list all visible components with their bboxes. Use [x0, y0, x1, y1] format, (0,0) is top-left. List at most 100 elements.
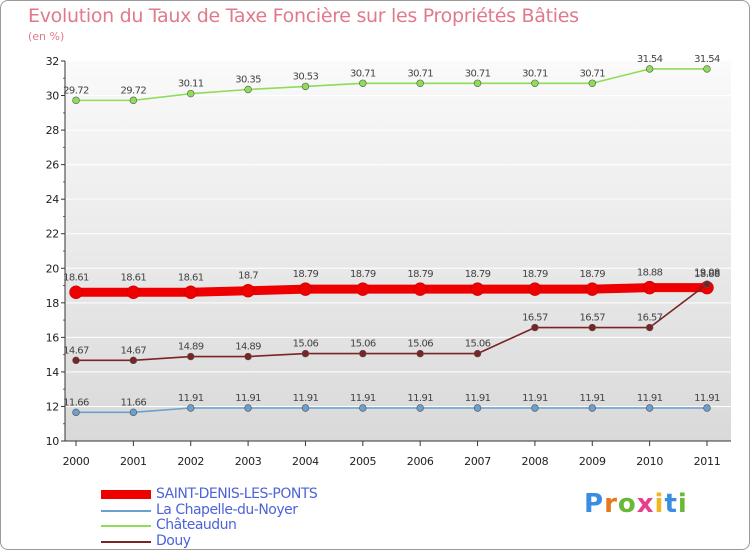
data-label: 11.91: [407, 393, 433, 404]
data-point: [244, 404, 252, 412]
data-point: [301, 82, 310, 91]
data-point: [129, 408, 138, 417]
data-label: 11.66: [121, 397, 147, 408]
data-point: [588, 404, 596, 412]
data-point: [129, 356, 138, 365]
data-point: [416, 79, 424, 87]
data-label: 16.57: [579, 313, 605, 324]
data-label: 14.67: [63, 345, 89, 356]
data-point: [359, 79, 367, 87]
chart-title: Evolution du Taux de Taxe Foncière sur l…: [28, 5, 579, 27]
data-label: 11.91: [293, 393, 319, 404]
data-label: 30.35: [235, 75, 261, 86]
data-point: [241, 283, 255, 298]
data-point: [359, 349, 367, 358]
data-point: [187, 89, 195, 98]
data-point: [703, 404, 711, 412]
data-label: 30.11: [178, 79, 204, 90]
x-tick-label: 2007: [464, 455, 491, 468]
data-label: 31.54: [694, 54, 720, 65]
data-label: 15.06: [465, 339, 491, 350]
data-label: 30.71: [465, 68, 491, 79]
data-point: [187, 352, 195, 361]
data-point: [642, 280, 657, 295]
data-point: [531, 323, 539, 332]
proxiti-logo: Proxiti: [584, 489, 688, 519]
x-tick-label: 2000: [63, 455, 90, 468]
data-label: 18.79: [293, 269, 319, 280]
data-label: 29.72: [63, 85, 89, 96]
data-point: [473, 79, 482, 87]
data-point: [126, 285, 141, 300]
data-point: [244, 85, 252, 94]
data-point: [129, 96, 138, 105]
data-label: 18.61: [178, 272, 204, 283]
data-label: 18.79: [579, 269, 605, 280]
x-tick-label: 2011: [694, 455, 721, 468]
data-label: 11.91: [694, 393, 720, 404]
series-line: [75, 283, 708, 362]
data-point: [187, 404, 195, 412]
y-tick-label: 16: [46, 331, 60, 344]
legend-label: Douy: [156, 532, 191, 549]
x-tick-label: 2009: [579, 455, 606, 468]
data-label: 29.72: [121, 85, 147, 96]
y-tick-label: 24: [46, 193, 60, 206]
series-line: [75, 68, 708, 102]
data-label: 18.88: [637, 268, 663, 279]
data-label: 30.53: [293, 71, 319, 82]
legend-label: Châteaudun: [156, 517, 237, 533]
data-point: [531, 79, 539, 87]
data-label: 31.54: [637, 54, 663, 65]
data-point: [473, 404, 482, 412]
data-label: 14.89: [178, 342, 204, 353]
x-tick-label: 2001: [120, 455, 147, 468]
data-point: [703, 65, 711, 73]
x-tick-label: 2010: [636, 455, 663, 468]
data-label: 19.08: [694, 268, 720, 279]
x-tick-label: 2003: [235, 455, 262, 468]
y-tick-label: 32: [46, 55, 59, 68]
data-point: [416, 404, 424, 412]
data-label: 11.91: [579, 393, 605, 404]
data-point: [470, 282, 485, 296]
y-tick-label: 20: [46, 262, 60, 275]
legend-swatch: [101, 509, 151, 512]
logo-letter: x: [636, 489, 655, 519]
data-point: [473, 349, 482, 358]
data-label: 11.91: [178, 393, 204, 404]
data-label: 11.66: [63, 397, 89, 408]
data-label: 16.57: [522, 313, 548, 324]
data-point: [72, 96, 80, 105]
y-tick-label: 28: [46, 124, 60, 137]
data-label: 18.79: [350, 269, 376, 280]
logo-letter: i: [654, 489, 665, 519]
legend-swatch: [101, 525, 151, 527]
data-label: 18.88: [694, 269, 720, 280]
data-label: 11.91: [637, 393, 663, 404]
data-label: 11.91: [465, 393, 491, 404]
logo-letter: i: [677, 489, 688, 519]
legend-label: SAINT-DENIS-LES-PONTS: [156, 486, 318, 502]
data-point: [645, 323, 654, 332]
logo-letter: r: [604, 489, 618, 519]
legend-label: La Chapelle-du-Noyer: [156, 501, 298, 518]
data-point: [703, 280, 711, 288]
data-point: [356, 282, 370, 296]
data-point: [301, 404, 310, 412]
data-label: 18.79: [407, 269, 433, 280]
x-tick-label: 2004: [292, 455, 319, 468]
data-label: 14.67: [121, 345, 147, 356]
data-label: 15.06: [293, 339, 319, 350]
data-label: 15.06: [407, 339, 433, 350]
data-point: [645, 404, 654, 412]
data-point: [585, 282, 600, 296]
data-point: [528, 282, 542, 296]
y-axis-unit-label: (en %): [28, 30, 65, 43]
x-tick-label: 2008: [522, 455, 549, 468]
data-label: 30.71: [407, 68, 433, 79]
data-point: [183, 285, 198, 300]
plot-area: [65, 61, 731, 441]
y-tick-label: 18: [46, 297, 60, 310]
